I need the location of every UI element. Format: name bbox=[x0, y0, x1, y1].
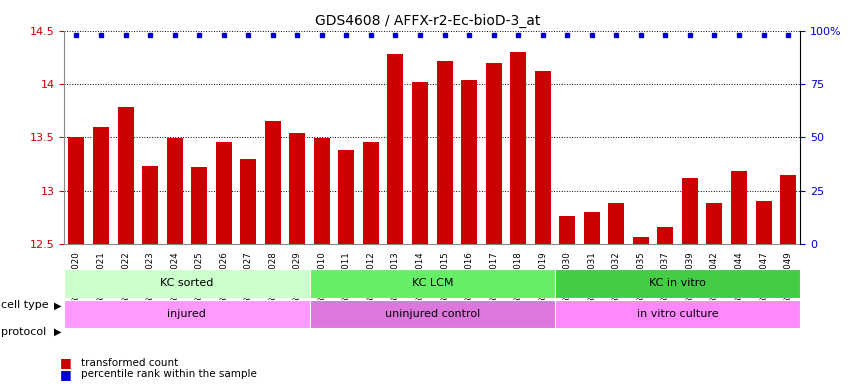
Bar bbox=[780, 175, 796, 244]
Text: ▶: ▶ bbox=[54, 327, 62, 337]
Bar bbox=[657, 227, 674, 244]
Text: KC sorted: KC sorted bbox=[160, 278, 214, 288]
Bar bbox=[682, 178, 698, 244]
Bar bbox=[555, 300, 800, 328]
Text: transformed count: transformed count bbox=[81, 358, 179, 368]
Bar bbox=[609, 204, 624, 244]
Bar bbox=[338, 150, 354, 244]
Bar bbox=[559, 216, 575, 244]
Bar bbox=[64, 269, 310, 298]
Text: protocol: protocol bbox=[1, 327, 46, 337]
Bar bbox=[265, 121, 281, 244]
Bar bbox=[191, 167, 207, 244]
Bar bbox=[167, 138, 182, 244]
Bar bbox=[485, 63, 502, 244]
Bar bbox=[68, 137, 85, 244]
Text: GDS4608 / AFFX-r2-Ec-bioD-3_at: GDS4608 / AFFX-r2-Ec-bioD-3_at bbox=[315, 13, 541, 28]
Bar bbox=[310, 269, 555, 298]
Bar bbox=[756, 201, 771, 244]
Text: KC in vitro: KC in vitro bbox=[649, 278, 706, 288]
Bar bbox=[555, 269, 800, 298]
Bar bbox=[437, 61, 453, 244]
Text: ■: ■ bbox=[60, 356, 72, 369]
Bar bbox=[241, 159, 256, 244]
Bar bbox=[412, 82, 428, 244]
Text: ■: ■ bbox=[60, 368, 72, 381]
Bar bbox=[310, 300, 555, 328]
Text: in vitro culture: in vitro culture bbox=[637, 309, 718, 319]
Bar bbox=[117, 108, 134, 244]
Bar bbox=[142, 166, 158, 244]
Bar bbox=[216, 142, 232, 244]
Bar bbox=[633, 237, 649, 244]
Bar bbox=[93, 127, 109, 244]
Bar bbox=[289, 133, 306, 244]
Bar bbox=[388, 54, 403, 244]
Text: uninjured control: uninjured control bbox=[384, 309, 480, 319]
Bar bbox=[314, 138, 330, 244]
Text: KC LCM: KC LCM bbox=[412, 278, 453, 288]
Bar bbox=[584, 212, 600, 244]
Bar bbox=[461, 80, 477, 244]
Text: ▶: ▶ bbox=[54, 300, 62, 310]
Bar bbox=[363, 142, 379, 244]
Text: percentile rank within the sample: percentile rank within the sample bbox=[81, 369, 257, 379]
Bar bbox=[706, 204, 722, 244]
Bar bbox=[535, 71, 550, 244]
Text: cell type: cell type bbox=[1, 300, 49, 310]
Bar bbox=[731, 171, 747, 244]
Bar bbox=[64, 300, 310, 328]
Text: injured: injured bbox=[168, 309, 206, 319]
Bar bbox=[510, 52, 526, 244]
